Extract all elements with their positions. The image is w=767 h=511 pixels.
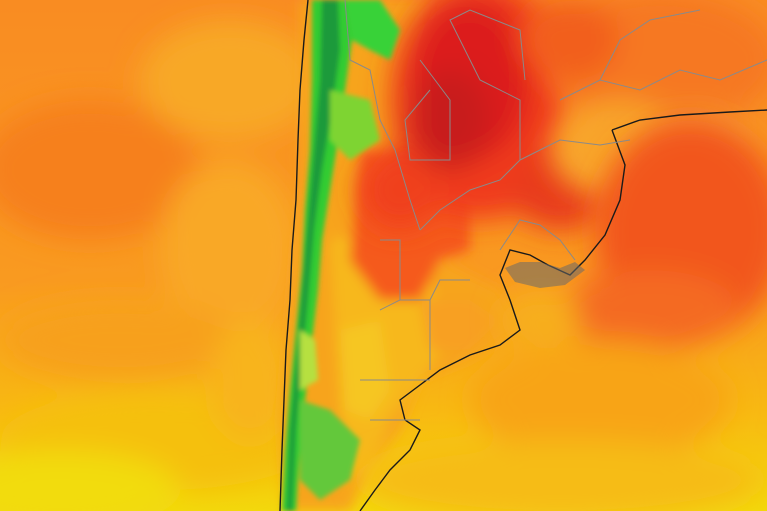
- pacific-coast: [279, 0, 309, 511]
- brazil-coast: [611, 109, 767, 131]
- atlantic-coast: [359, 129, 626, 511]
- pacific-bands: [0, 20, 320, 511]
- andes-cold: [282, 0, 400, 511]
- borders: [344, 0, 767, 421]
- border-chile-argentina: [344, 0, 421, 231]
- hot-core: [360, 0, 610, 230]
- border-north: [404, 59, 451, 161]
- border-brazil: [519, 139, 631, 161]
- coastlines: [279, 0, 767, 511]
- border-provinces: [360, 239, 470, 421]
- atlantic-field: [360, 120, 767, 511]
- border-uruguay: [499, 219, 576, 261]
- border-states: [559, 9, 767, 101]
- border-paraguay: [419, 9, 526, 231]
- rio-de-la-plata: [505, 262, 585, 288]
